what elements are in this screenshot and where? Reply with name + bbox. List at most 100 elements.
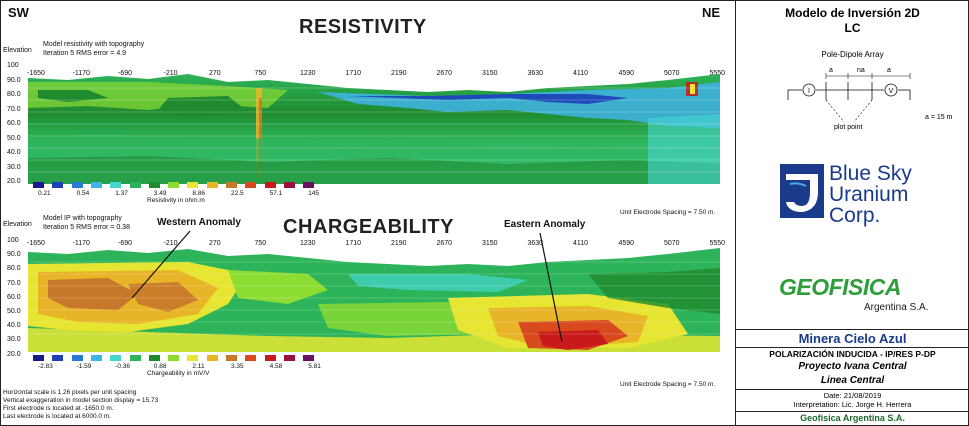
chargeability-x-tick: 3150 bbox=[482, 240, 498, 247]
chargeability-x-tick: -690 bbox=[118, 240, 133, 247]
chargeability-legend-swatch bbox=[187, 355, 199, 361]
project-name: Proyecto Ivana Central bbox=[798, 361, 907, 372]
chargeability-spacing: Unit Electrode Spacing = 7.50 m. bbox=[620, 381, 716, 388]
plot-point-label: plot point bbox=[834, 124, 863, 131]
resistivity-legend-swatch bbox=[206, 182, 218, 188]
chargeability-legend-swatch bbox=[226, 355, 237, 361]
resistivity-legend-swatch bbox=[226, 182, 237, 188]
blue-sky-name-line-3: Corp. bbox=[829, 204, 881, 227]
resistivity-x-tick: 1710 bbox=[345, 70, 362, 77]
chargeability-x-tick: 4590 bbox=[618, 240, 635, 247]
blue-sky-logo-mark bbox=[778, 162, 826, 220]
resistivity-subtitle-1: Model resistivity with topography bbox=[43, 41, 145, 48]
chargeability-elevation-label: Elevation bbox=[3, 221, 32, 228]
chargeability-x-tick: 270 bbox=[209, 240, 221, 247]
array-spacing-a-1: a bbox=[829, 67, 833, 74]
resistivity-y-tick: 30.0 bbox=[7, 163, 21, 171]
resistivity-legend-title: Resistivity in ohm.m bbox=[147, 197, 205, 204]
chargeability-x-tick: -1650 bbox=[27, 240, 45, 247]
resistivity-legend-swatch bbox=[303, 182, 315, 188]
survey-method: POLARIZACIÓN INDUCIDA - IP/RES P-DP bbox=[769, 349, 936, 359]
title-divider-3 bbox=[736, 389, 969, 390]
resistivity-x-tick: 4590 bbox=[618, 70, 635, 77]
resistivity-y-tick: 80.0 bbox=[7, 91, 21, 98]
chargeability-y-tick: 100 bbox=[7, 237, 19, 244]
resistivity-legend-swatch bbox=[52, 182, 64, 188]
chargeability-x-tick: 3630 bbox=[527, 240, 544, 247]
resistivity-legend-value: 1.37 bbox=[115, 190, 128, 197]
chargeability-legend-swatch bbox=[71, 355, 83, 361]
chargeability-y-tick: 60.0 bbox=[7, 293, 21, 301]
resistivity-legend-swatch bbox=[168, 182, 180, 188]
resistivity-legend-value: 57.1 bbox=[269, 190, 283, 197]
chargeability-x-tick: 1710 bbox=[345, 240, 362, 247]
chargeability-legend-swatch bbox=[245, 355, 257, 361]
resistivity-legend-swatch bbox=[245, 182, 257, 188]
resistivity-x-tick: 750 bbox=[254, 70, 267, 77]
resistivity-legend-swatch bbox=[187, 182, 199, 188]
chargeability-x-tick: 1230 bbox=[300, 240, 316, 247]
resistivity-x-tick: 4110 bbox=[573, 70, 589, 77]
array-spacing-na: na bbox=[857, 67, 865, 74]
chargeability-legend-value: 0.88 bbox=[153, 363, 167, 370]
resistivity-y-tick: 50.0 bbox=[7, 134, 21, 142]
title-block-panel: Modelo de Inversión 2D LC Pole-Dipole Ar… bbox=[735, 0, 969, 426]
resistivity-legend-value: 0.54 bbox=[76, 190, 90, 197]
blue-sky-name-line-2: Uranium bbox=[829, 183, 909, 206]
eastern-anomaly-label: Eastern Anomaly bbox=[504, 219, 586, 230]
chargeability-legend-swatch bbox=[52, 355, 64, 361]
footnote-3: First electrode is located at -1650.0 m. bbox=[3, 405, 114, 412]
chargeability-legend-value: -0.36 bbox=[115, 363, 131, 370]
client-name: Minera Cielo Azul bbox=[798, 331, 907, 346]
svg-text:I: I bbox=[808, 88, 810, 95]
resistivity-x-tick: 2190 bbox=[391, 70, 407, 77]
resistivity-x-tick: 3630 bbox=[527, 70, 544, 77]
chargeability-legend-swatch bbox=[283, 355, 295, 361]
resistivity-x-tick: 270 bbox=[209, 70, 221, 77]
resistivity-legend-value: 3.49 bbox=[153, 190, 167, 197]
resistivity-subtitle-2: Iteration 5 RMS error = 4.9 bbox=[43, 50, 127, 57]
chargeability-legend-swatch bbox=[129, 355, 141, 361]
footnote-2: Vertical exaggeration in model section d… bbox=[3, 397, 159, 404]
resistivity-y-tick: 40.0 bbox=[7, 149, 21, 156]
resistivity-legend-value: 0.21 bbox=[38, 190, 51, 197]
chargeability-legend-swatch bbox=[110, 355, 122, 361]
resistivity-y-tick: 60.0 bbox=[7, 120, 21, 127]
chargeability-legend-value: 2.11 bbox=[192, 363, 205, 370]
resistivity-x-tick: 3150 bbox=[482, 70, 498, 77]
direction-ne: NE bbox=[702, 5, 721, 20]
chargeability-legend-value: -2.83 bbox=[38, 363, 53, 370]
resistivity-y-tick: 100 bbox=[7, 62, 19, 69]
geofisica-logo-subtext: Argentina S.A. bbox=[864, 302, 929, 313]
chargeability-subtitle-1: Model IP with topography bbox=[43, 215, 122, 222]
resistivity-legend-swatch bbox=[33, 182, 44, 188]
chargeability-section-image bbox=[28, 248, 720, 352]
resistivity-x-tick: -210 bbox=[163, 70, 178, 77]
chargeability-legend-swatch bbox=[206, 355, 218, 361]
chargeability-legend-swatch bbox=[168, 355, 180, 361]
resistivity-legend-value: 22.5 bbox=[231, 190, 244, 197]
resistivity-legend-swatch bbox=[264, 182, 276, 188]
model-title-line-1: Modelo de Inversión 2D bbox=[785, 6, 920, 20]
chargeability-x-tick: 4110 bbox=[573, 240, 589, 247]
resistivity-legend-swatch bbox=[110, 182, 122, 188]
resistivity-x-tick: 5070 bbox=[664, 70, 680, 77]
chargeability-legend-value: -1.59 bbox=[76, 363, 92, 370]
chargeability-x-tick: 2670 bbox=[436, 240, 453, 247]
resistivity-legend-value: 8.86 bbox=[192, 190, 206, 197]
resistivity-section-image bbox=[28, 74, 720, 184]
chargeability-x-tick: -1170 bbox=[72, 240, 90, 247]
resistivity-y-tick: 70.0 bbox=[7, 105, 21, 113]
chargeability-x-tick: 2190 bbox=[391, 240, 407, 247]
resistivity-x-tick: 1230 bbox=[300, 70, 316, 77]
chargeability-legend-title: Chargeability in mV/V bbox=[147, 370, 210, 377]
chargeability-legend-swatch bbox=[303, 355, 315, 361]
resistivity-legend-swatch bbox=[129, 182, 141, 188]
chargeability-title: CHARGEABILITY bbox=[283, 216, 454, 238]
chargeability-y-tick: 30.0 bbox=[7, 336, 21, 344]
svg-text:V: V bbox=[889, 88, 894, 95]
resistivity-y-tick: 90.0 bbox=[7, 76, 21, 84]
resistivity-legend-swatch bbox=[71, 182, 83, 188]
pole-dipole-array-diagram: I V bbox=[787, 73, 911, 123]
title-divider-4 bbox=[736, 411, 969, 412]
